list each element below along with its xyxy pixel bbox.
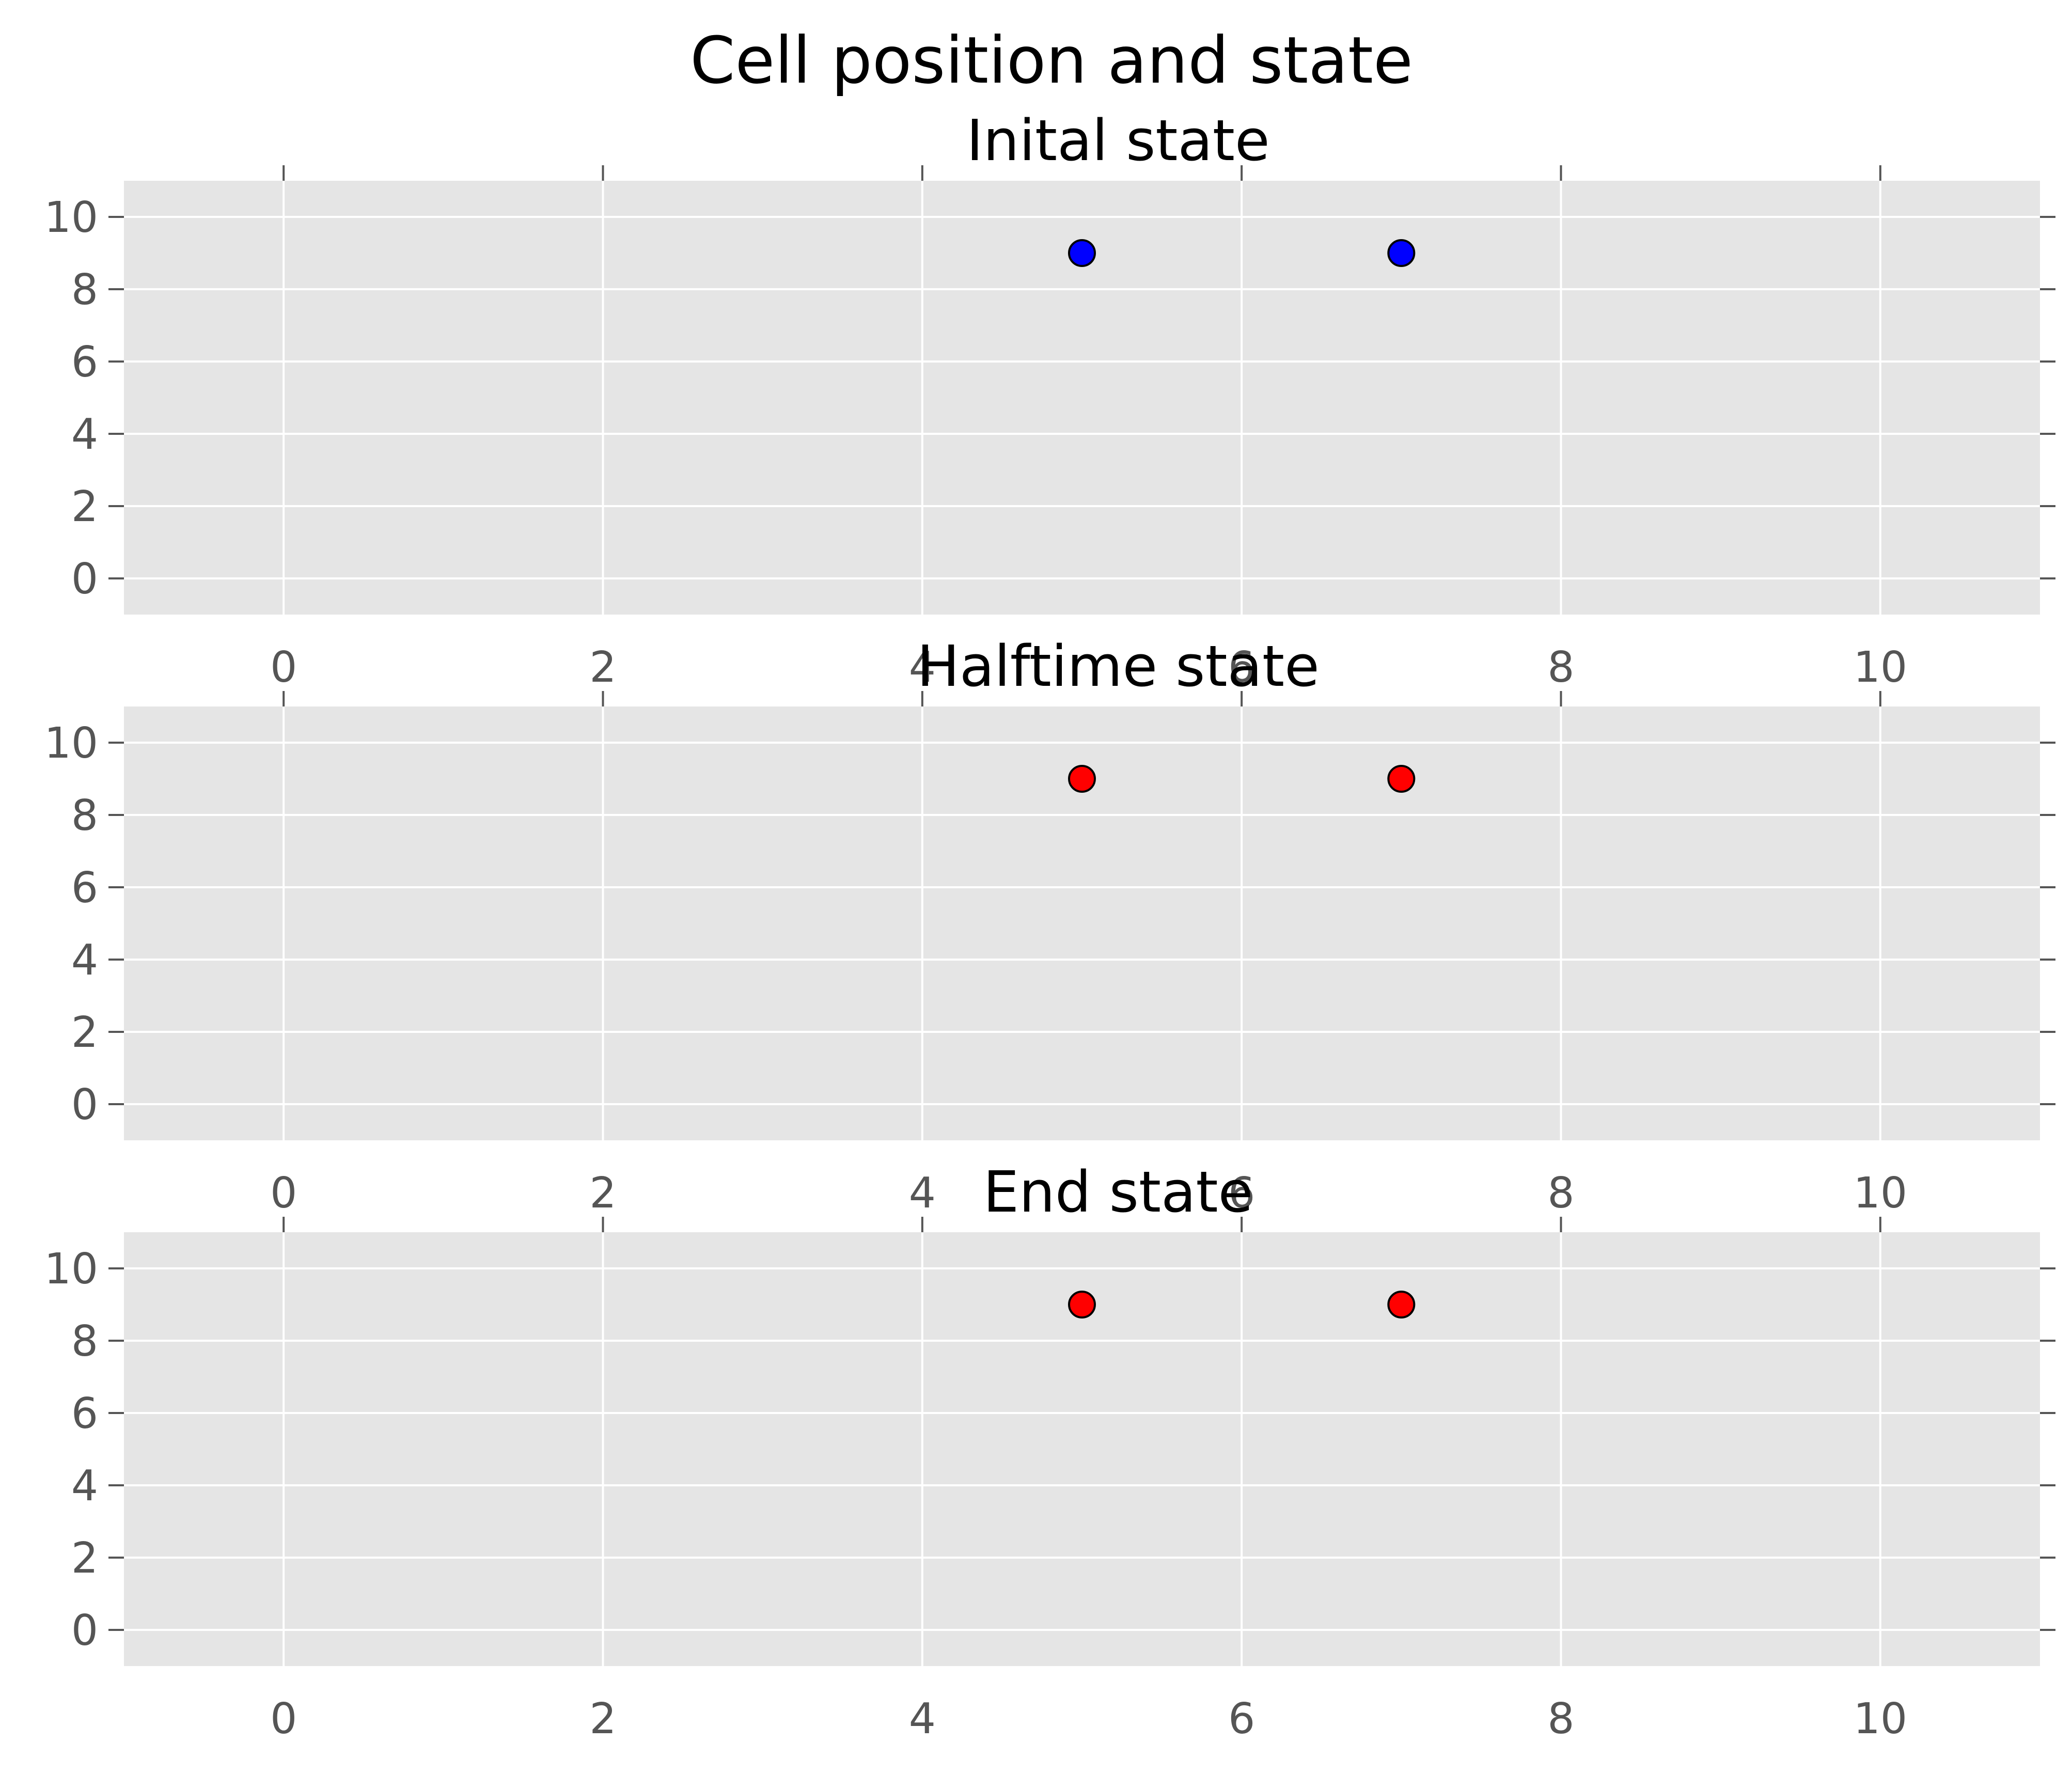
x-tick-label: 4 xyxy=(909,1169,936,1218)
y-tick-label: 2 xyxy=(71,1008,98,1057)
data-point xyxy=(1387,765,1416,793)
x-tick-label: 6 xyxy=(1228,1694,1255,1744)
x-tick-label: 10 xyxy=(1854,643,1907,692)
x-tick-label: 8 xyxy=(1547,1694,1574,1744)
x-tick-label: 4 xyxy=(909,643,936,692)
x-tick-label: 4 xyxy=(909,1694,936,1744)
subplots: 0 2 4 6 8 10 0 2 4 6 8 10 Inital state 0 2 4 6 8 10 0 2 4 6 8 10… xyxy=(44,107,2055,1744)
x-tick-label: 6 xyxy=(1228,1169,1255,1218)
y-tick-label: 6 xyxy=(71,338,98,387)
y-tick-label: 6 xyxy=(71,1389,98,1438)
data-point xyxy=(1068,765,1096,793)
y-tick-label: 2 xyxy=(71,482,98,531)
subplot-title: Halftime state xyxy=(917,633,1320,699)
x-tick-label: 0 xyxy=(270,1169,297,1218)
x-tick-label: 2 xyxy=(589,643,616,692)
y-tick-label: 4 xyxy=(71,936,98,985)
y-tick-label: 0 xyxy=(71,1080,98,1129)
data-point xyxy=(1068,1291,1096,1318)
x-tick-label: 10 xyxy=(1854,1169,1907,1218)
y-tick-label: 0 xyxy=(71,1606,98,1655)
x-tick-label: 8 xyxy=(1547,643,1574,692)
figure-title: Cell position and state xyxy=(690,23,1413,98)
x-tick-label: 2 xyxy=(589,1694,616,1744)
y-tick-label: 2 xyxy=(71,1534,98,1583)
subplot-title: Inital state xyxy=(966,107,1269,174)
data-point xyxy=(1068,239,1096,267)
subplot-3: 0 2 4 6 8 10 0 2 4 6 8 10 End state xyxy=(44,1159,2055,1744)
y-tick-label: 4 xyxy=(71,1462,98,1511)
y-tick-label: 0 xyxy=(71,555,98,604)
data-point xyxy=(1387,1291,1416,1318)
y-tick-label: 6 xyxy=(71,864,98,913)
y-tick-label: 10 xyxy=(44,193,98,242)
subplot-2: 0 2 4 6 8 10 0 2 4 6 8 10 Halftime state xyxy=(44,633,2055,1218)
subplot-title: End state xyxy=(983,1159,1253,1225)
x-tick-label: 10 xyxy=(1854,1694,1907,1744)
x-tick-label: 0 xyxy=(270,643,297,692)
y-tick-label: 8 xyxy=(71,791,98,840)
subplot-1: 0 2 4 6 8 10 0 2 4 6 8 10 Inital state xyxy=(44,107,2055,692)
y-tick-label: 8 xyxy=(71,265,98,315)
y-tick-label: 8 xyxy=(71,1317,98,1366)
x-tick-label: 8 xyxy=(1547,1169,1574,1218)
x-tick-label: 2 xyxy=(589,1169,616,1218)
x-tick-label: 0 xyxy=(270,1694,297,1744)
data-point xyxy=(1387,239,1416,267)
y-tick-label: 10 xyxy=(44,1245,98,1294)
y-tick-label: 4 xyxy=(71,410,98,459)
x-tick-label: 6 xyxy=(1228,643,1255,692)
y-tick-label: 10 xyxy=(44,719,98,768)
